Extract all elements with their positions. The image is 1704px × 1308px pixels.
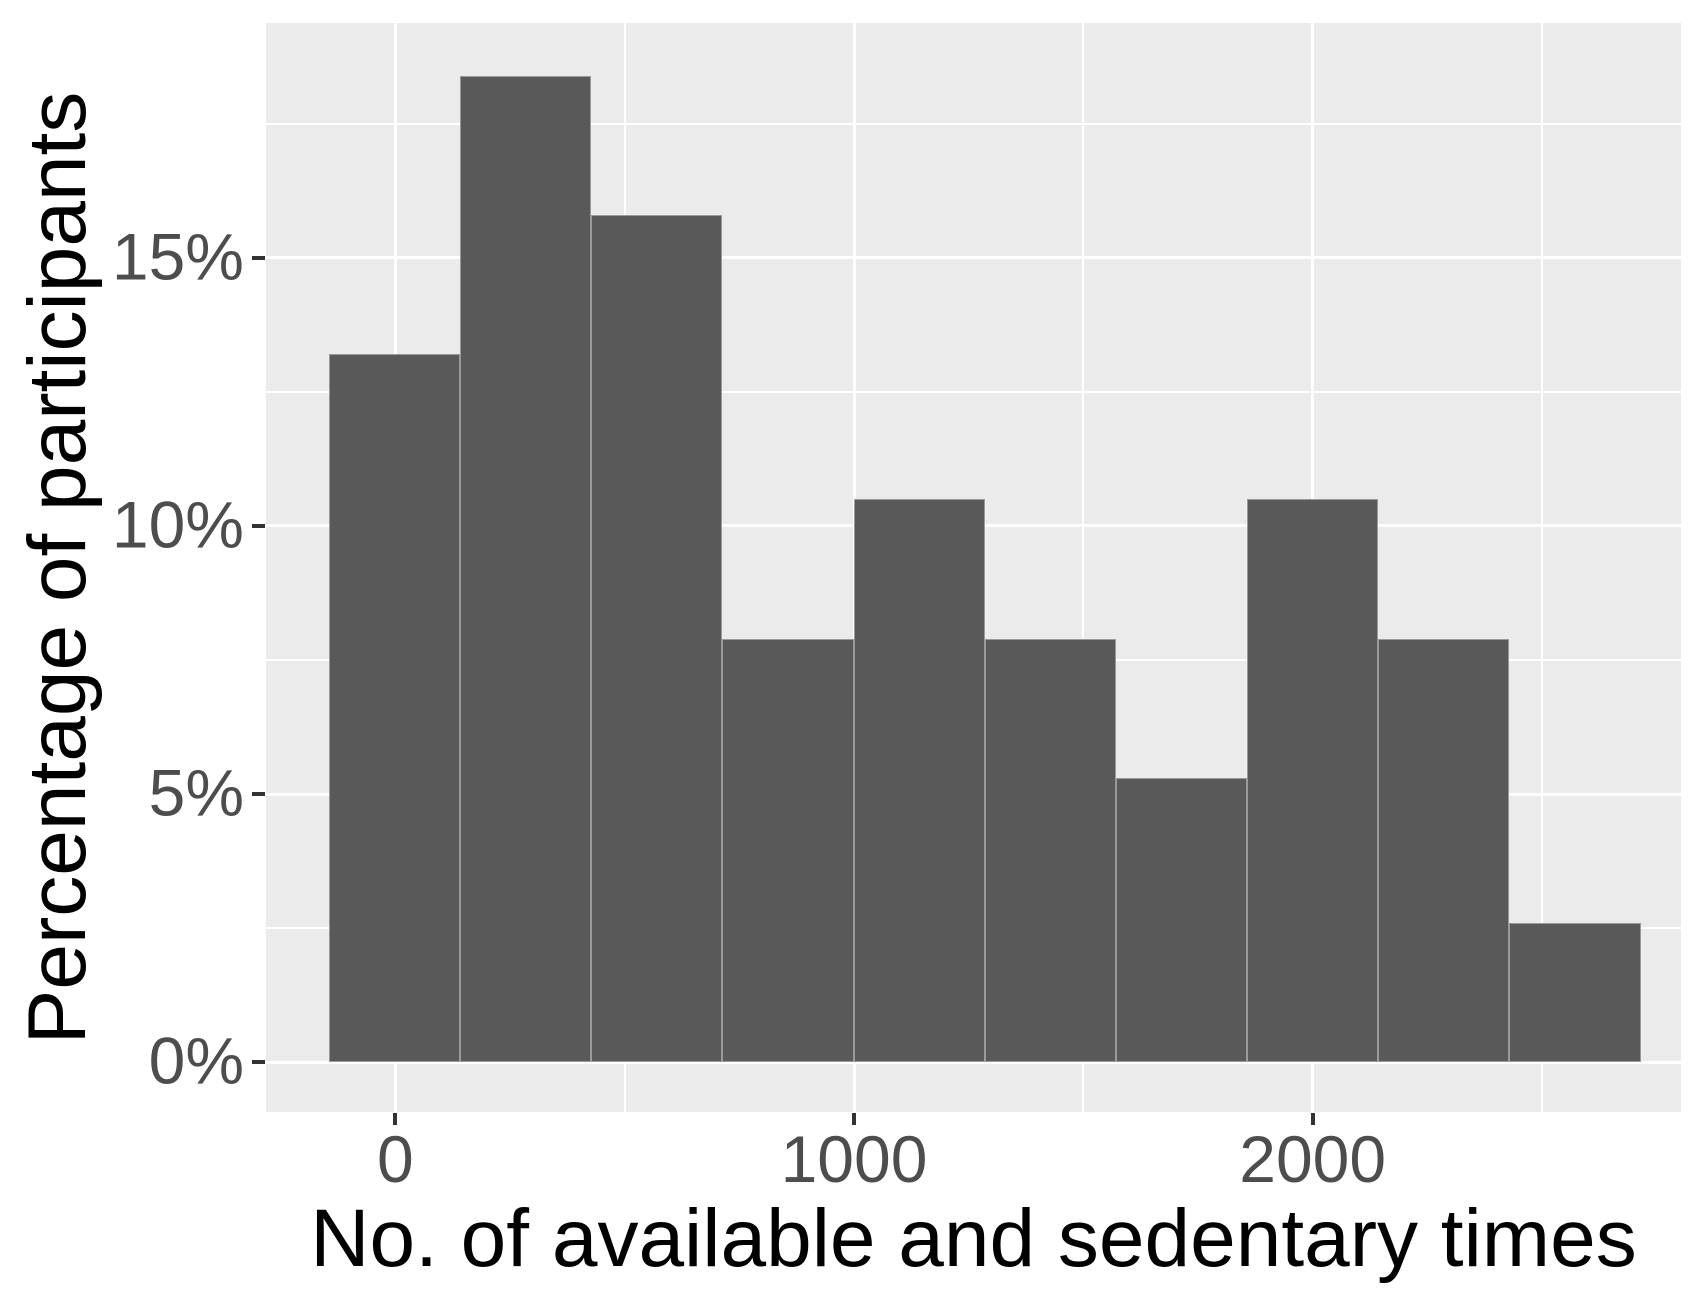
x-tick-label: 0 bbox=[376, 1122, 414, 1196]
y-tick-label: 15% bbox=[111, 219, 244, 294]
histogram-bar bbox=[460, 75, 592, 1063]
y-major-gridline bbox=[266, 256, 1681, 260]
y-tick-mark bbox=[252, 792, 265, 797]
y-tick-mark bbox=[252, 523, 265, 528]
y-tick-mark bbox=[252, 255, 265, 260]
histogram-bar bbox=[1378, 638, 1510, 1063]
histogram-bar bbox=[591, 214, 723, 1063]
y-major-gridline bbox=[266, 1060, 1681, 1064]
histogram-bar bbox=[853, 499, 985, 1063]
x-axis-title: No. of available and sedentary times bbox=[310, 1193, 1637, 1284]
histogram-bar bbox=[1115, 777, 1248, 1063]
x-minor-gridline bbox=[1082, 23, 1085, 1112]
histogram-bar bbox=[328, 354, 460, 1063]
histogram-bar bbox=[984, 638, 1116, 1063]
y-tick-label: 10% bbox=[111, 487, 244, 562]
x-tick-mark bbox=[393, 1113, 398, 1125]
y-tick-label: 0% bbox=[148, 1023, 244, 1098]
x-tick-mark bbox=[852, 1113, 857, 1125]
x-tick-label: 2000 bbox=[1239, 1122, 1387, 1196]
y-tick-mark bbox=[252, 1060, 265, 1065]
histogram-bar bbox=[1509, 922, 1641, 1063]
x-tick-label: 1000 bbox=[780, 1122, 928, 1196]
histogram-bar bbox=[1247, 499, 1379, 1063]
y-tick-label: 5% bbox=[148, 755, 244, 830]
histogram-bar bbox=[722, 638, 854, 1063]
y-minor-gridline bbox=[266, 390, 1681, 393]
x-minor-gridline bbox=[1541, 23, 1544, 1112]
x-tick-mark bbox=[1310, 1113, 1315, 1125]
y-minor-gridline bbox=[266, 122, 1681, 125]
